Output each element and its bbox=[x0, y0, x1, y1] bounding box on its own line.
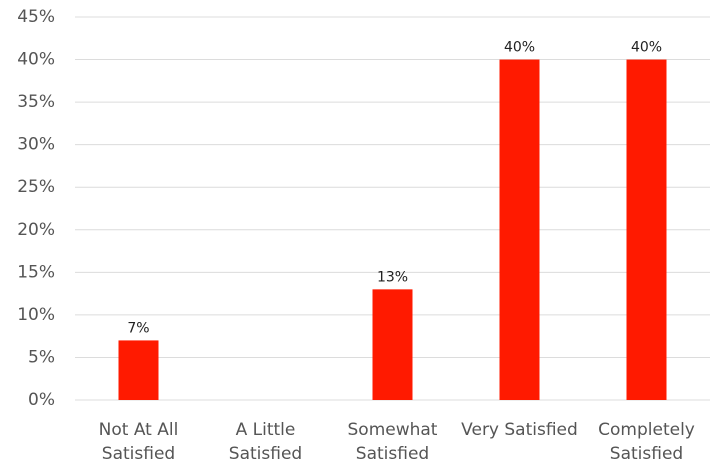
bar bbox=[372, 289, 413, 400]
data-label: 7% bbox=[127, 320, 149, 336]
y-tick-label: 15% bbox=[17, 262, 55, 282]
y-tick-label: 45% bbox=[17, 7, 55, 27]
bar bbox=[118, 340, 159, 400]
x-tick-label: Very Satisfied bbox=[461, 420, 578, 440]
x-tick-label: Completely Satisfied bbox=[598, 420, 695, 464]
y-tick-label: 10% bbox=[17, 305, 55, 325]
y-tick-label: 0% bbox=[28, 390, 55, 410]
x-tick-label: Not At All Satisfied bbox=[98, 420, 179, 464]
data-label: 40% bbox=[631, 40, 662, 56]
y-tick-label: 30% bbox=[17, 135, 55, 155]
y-tick-label: 20% bbox=[17, 220, 55, 240]
data-label: 40% bbox=[504, 40, 535, 56]
x-tick-label: Somewhat Satisfied bbox=[347, 420, 438, 464]
x-tick-label: A Little Satisfied bbox=[228, 420, 303, 464]
y-tick-label: 5% bbox=[28, 347, 55, 367]
data-label: 13% bbox=[377, 269, 408, 285]
bar bbox=[499, 59, 540, 401]
bar bbox=[626, 59, 667, 401]
y-tick-label: 25% bbox=[17, 177, 55, 197]
y-tick-label: 40% bbox=[17, 50, 55, 70]
y-tick-label: 35% bbox=[17, 92, 55, 112]
